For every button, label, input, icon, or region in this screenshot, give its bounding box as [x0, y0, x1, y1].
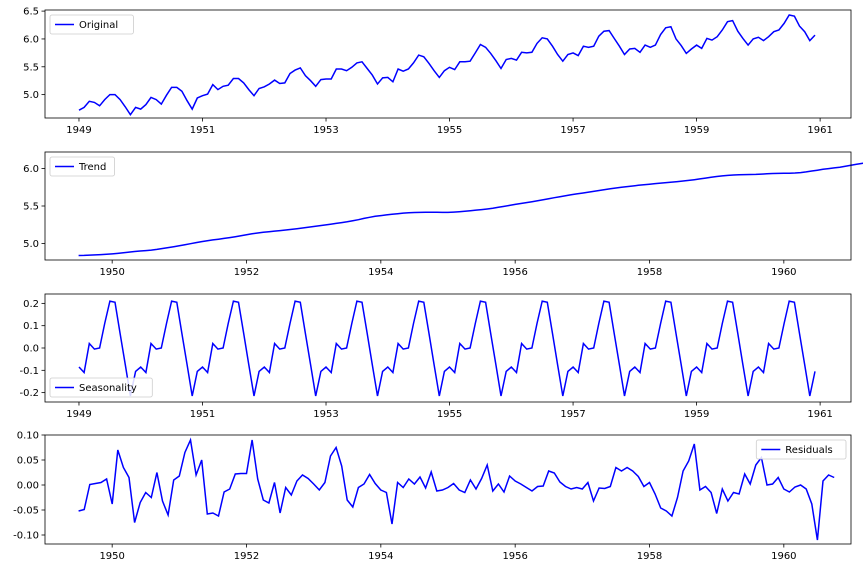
y-tick-label: 0.2: [23, 299, 39, 310]
legend-label: Trend: [78, 162, 106, 173]
y-tick-label: 0.0: [23, 344, 39, 355]
x-tick-label: 1955: [437, 125, 462, 136]
y-tick-label: 5.0: [23, 239, 39, 250]
legend: Residuals: [755, 439, 847, 460]
x-tick-label: 1958: [637, 267, 662, 278]
y-tick-label: 5.5: [23, 202, 39, 213]
x-tick-label: 1961: [807, 409, 832, 420]
legend-label: Original: [79, 20, 118, 31]
y-tick-label: -0.1: [19, 366, 39, 377]
legend: Seasonality: [49, 377, 153, 398]
x-tick-label: 1957: [560, 125, 585, 136]
y-tick-label: -0.10: [13, 531, 39, 542]
legend-box: [49, 14, 134, 35]
y-tick-label: -0.05: [13, 506, 39, 517]
axes-frame: [44, 293, 852, 403]
subplot-3: -0.2 -0.1 0.0 0.1 0.2 1949 1951 1953 1955 1957 195…: [19, 293, 852, 420]
legend-box: [755, 439, 847, 460]
legend: Original: [49, 14, 134, 35]
x-tick-label: 1955: [437, 409, 462, 420]
legend-box: [49, 377, 153, 398]
x-tick-label: 1949: [66, 409, 91, 420]
y-tick-label: 6.0: [23, 34, 39, 45]
x-tick-label: 1953: [313, 409, 338, 420]
x-tick-label: 1951: [190, 125, 215, 136]
x-tick-label: 1958: [637, 551, 662, 562]
x-tick-label: 1950: [99, 267, 124, 278]
x-tick-label: 1956: [502, 267, 527, 278]
y-tick-label: 5.5: [23, 62, 39, 73]
x-tick-label: 1959: [684, 125, 709, 136]
x-tick-label: 1953: [313, 125, 338, 136]
y-tick-label: 6.0: [23, 164, 39, 175]
x-tick-label: 1960: [771, 551, 796, 562]
x-tick-label: 1961: [807, 125, 832, 136]
x-tick-label: 1956: [502, 551, 527, 562]
y-tick-label: 0.00: [17, 481, 39, 492]
axes-frame: [44, 434, 852, 545]
x-tick-label: 1951: [190, 409, 215, 420]
y-tick-label: 6.5: [23, 7, 39, 18]
series-line-residuals: [78, 437, 835, 541]
axes-frame: [44, 9, 852, 119]
series-line-seasonality: [78, 300, 816, 397]
x-tick-label: 1952: [234, 267, 259, 278]
series-line-original: [78, 14, 816, 117]
x-tick-label: 1954: [368, 267, 393, 278]
series-line-trend: [78, 162, 863, 257]
x-tick-label: 1949: [66, 125, 91, 136]
y-tick-label: 0.05: [17, 456, 39, 467]
y-tick-label: 0.1: [23, 321, 39, 332]
subplot-2: 5.0 5.5 6.0 1950 1952 1954 1956 1958 1960 Trend: [23, 151, 863, 278]
y-tick-label: -0.2: [19, 388, 39, 399]
x-tick-label: 1959: [684, 409, 709, 420]
y-tick-label: 5.0: [23, 90, 39, 101]
legend-box: [49, 156, 115, 177]
legend: Trend: [49, 156, 115, 177]
subplot-4: -0.10 -0.05 0.00 0.05 0.10 1950 1952 1954 1956 19…: [13, 431, 852, 562]
legend-label: Seasonality: [79, 383, 137, 394]
y-tick-label: 0.10: [17, 431, 39, 442]
legend-label: Residuals: [785, 445, 832, 456]
x-tick-label: 1952: [234, 551, 259, 562]
x-tick-label: 1957: [560, 409, 585, 420]
x-tick-label: 1950: [99, 551, 124, 562]
x-tick-label: 1960: [771, 267, 796, 278]
axes-frame: [44, 151, 852, 261]
x-tick-label: 1954: [368, 551, 393, 562]
subplot-1: 5.0 5.5 6.0 6.5 1949 1951 1953 1955 1957 1959 1961…: [23, 7, 852, 136]
